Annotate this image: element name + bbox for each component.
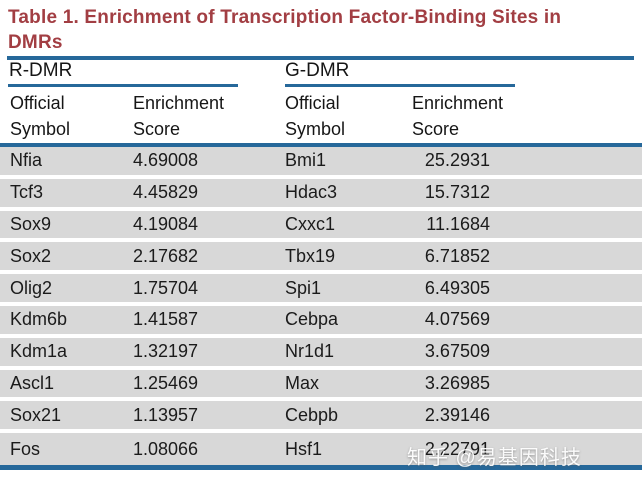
g-dmr-symbol-cell: Cebpa bbox=[285, 309, 339, 330]
r-dmr-score-cell: 1.25469 bbox=[133, 372, 199, 393]
table-row: Tcf3 4.45829 Hdac3 15.7312 bbox=[0, 178, 642, 211]
top-divider bbox=[7, 56, 634, 60]
column-header-g-enrichment-score: Enrichment Score bbox=[412, 93, 504, 139]
g-dmr-symbol-cell: Hsf1 bbox=[285, 438, 323, 459]
table-row: Olig2 1.75704 Spi1 6.49305 bbox=[0, 274, 642, 306]
r-dmr-score-cell: 1.75704 bbox=[133, 277, 199, 298]
g-dmr-score-cell: 3.26985 bbox=[424, 372, 490, 393]
g-dmr-score-cell: 15.7312 bbox=[424, 182, 490, 203]
table-title-line2: DMRs bbox=[8, 32, 63, 53]
r-dmr-symbol-cell: Fos bbox=[10, 438, 41, 459]
g-dmr-score-cell: 25.2931 bbox=[424, 150, 490, 171]
g-dmr-symbol-cell: Spi1 bbox=[285, 277, 322, 298]
g-dmr-symbol-cell: Tbx19 bbox=[285, 245, 336, 266]
r-dmr-symbol-cell: Sox2 bbox=[10, 245, 52, 266]
table-title: Table 1. Enrichment of Transcription Fac… bbox=[8, 5, 561, 55]
r-dmr-score-cell: 1.41587 bbox=[133, 309, 199, 330]
g-dmr-symbol-cell: Cebpb bbox=[285, 404, 339, 425]
g-dmr-symbol-cell: Hdac3 bbox=[285, 182, 338, 203]
r-dmr-symbol-cell: Tcf3 bbox=[10, 182, 44, 203]
header-divider bbox=[0, 143, 642, 147]
column-header-g-official-symbol: Official Symbol bbox=[285, 93, 346, 139]
bottom-divider bbox=[0, 465, 642, 470]
table-row: Kdm1a 1.32197 Nr1d1 3.67509 bbox=[0, 337, 642, 370]
g-dmr-score-cell: 6.49305 bbox=[424, 277, 490, 298]
zhihu-watermark: 知乎 @易基因科技 bbox=[407, 447, 582, 469]
table-title-line1: Table 1. Enrichment of Transcription Fac… bbox=[8, 7, 562, 28]
r-dmr-score-cell: 1.13957 bbox=[133, 404, 199, 425]
g-dmr-symbol-cell: Nr1d1 bbox=[285, 341, 335, 362]
table-row: Ascl1 1.25469 Max 3.26985 bbox=[0, 369, 642, 402]
g-dmr-symbol-cell: Max bbox=[285, 372, 320, 393]
g-dmr-score-cell: 3.67509 bbox=[424, 341, 490, 362]
group-header-r-dmr: R-DMR bbox=[9, 60, 73, 81]
g-dmr-symbol-cell: Bmi1 bbox=[285, 150, 327, 171]
table-row: Sox9 4.19084 Cxxc1 11.1684 bbox=[0, 210, 642, 243]
column-header-r-official-symbol: Official Symbol bbox=[10, 93, 71, 139]
g-dmr-score-cell: 11.1684 bbox=[426, 213, 490, 234]
r-dmr-symbol-cell: Sox21 bbox=[10, 404, 62, 425]
r-dmr-score-cell: 4.19084 bbox=[133, 213, 199, 234]
r-dmr-score-cell: 2.17682 bbox=[133, 245, 199, 266]
g-dmr-score-cell: 2.39146 bbox=[424, 404, 490, 425]
r-dmr-score-cell: 1.08066 bbox=[133, 438, 199, 459]
table-row: Kdm6b 1.41587 Cebpa 4.07569 bbox=[0, 305, 642, 338]
g-dmr-divider bbox=[285, 84, 515, 87]
table-row: Sox21 1.13957 Cebpb 2.39146 bbox=[0, 401, 642, 434]
g-dmr-score-cell: 6.71852 bbox=[424, 245, 490, 266]
column-header-r-enrichment-score: Enrichment Score bbox=[133, 93, 225, 139]
r-dmr-symbol-cell: Olig2 bbox=[10, 277, 53, 298]
table-row: Sox2 2.17682 Tbx19 6.71852 bbox=[0, 242, 642, 275]
r-dmr-symbol-cell: Kdm6b bbox=[10, 309, 68, 330]
r-dmr-symbol-cell: Sox9 bbox=[10, 213, 52, 234]
g-dmr-score-cell: 2.22791 bbox=[424, 438, 490, 459]
r-dmr-symbol-cell: Nfia bbox=[10, 150, 43, 171]
g-dmr-score-cell: 4.07569 bbox=[424, 309, 490, 330]
r-dmr-score-cell: 1.32197 bbox=[133, 341, 199, 362]
r-dmr-symbol-cell: Kdm1a bbox=[10, 341, 68, 362]
table-row: Nfia 4.69008 Bmi1 25.2931 bbox=[0, 147, 642, 179]
r-dmr-score-cell: 4.45829 bbox=[133, 182, 199, 203]
table-body: Nfia 4.69008 Bmi1 25.2931 Tcf3 4.45829 H… bbox=[0, 147, 642, 465]
r-dmr-score-cell: 4.69008 bbox=[133, 150, 199, 171]
r-dmr-symbol-cell: Ascl1 bbox=[10, 372, 55, 393]
g-dmr-symbol-cell: Cxxc1 bbox=[285, 213, 336, 234]
group-header-g-dmr: G-DMR bbox=[285, 60, 350, 81]
r-dmr-divider bbox=[8, 84, 238, 87]
table-row: Fos 1.08066 Hsf1 2.22791 bbox=[0, 433, 642, 465]
